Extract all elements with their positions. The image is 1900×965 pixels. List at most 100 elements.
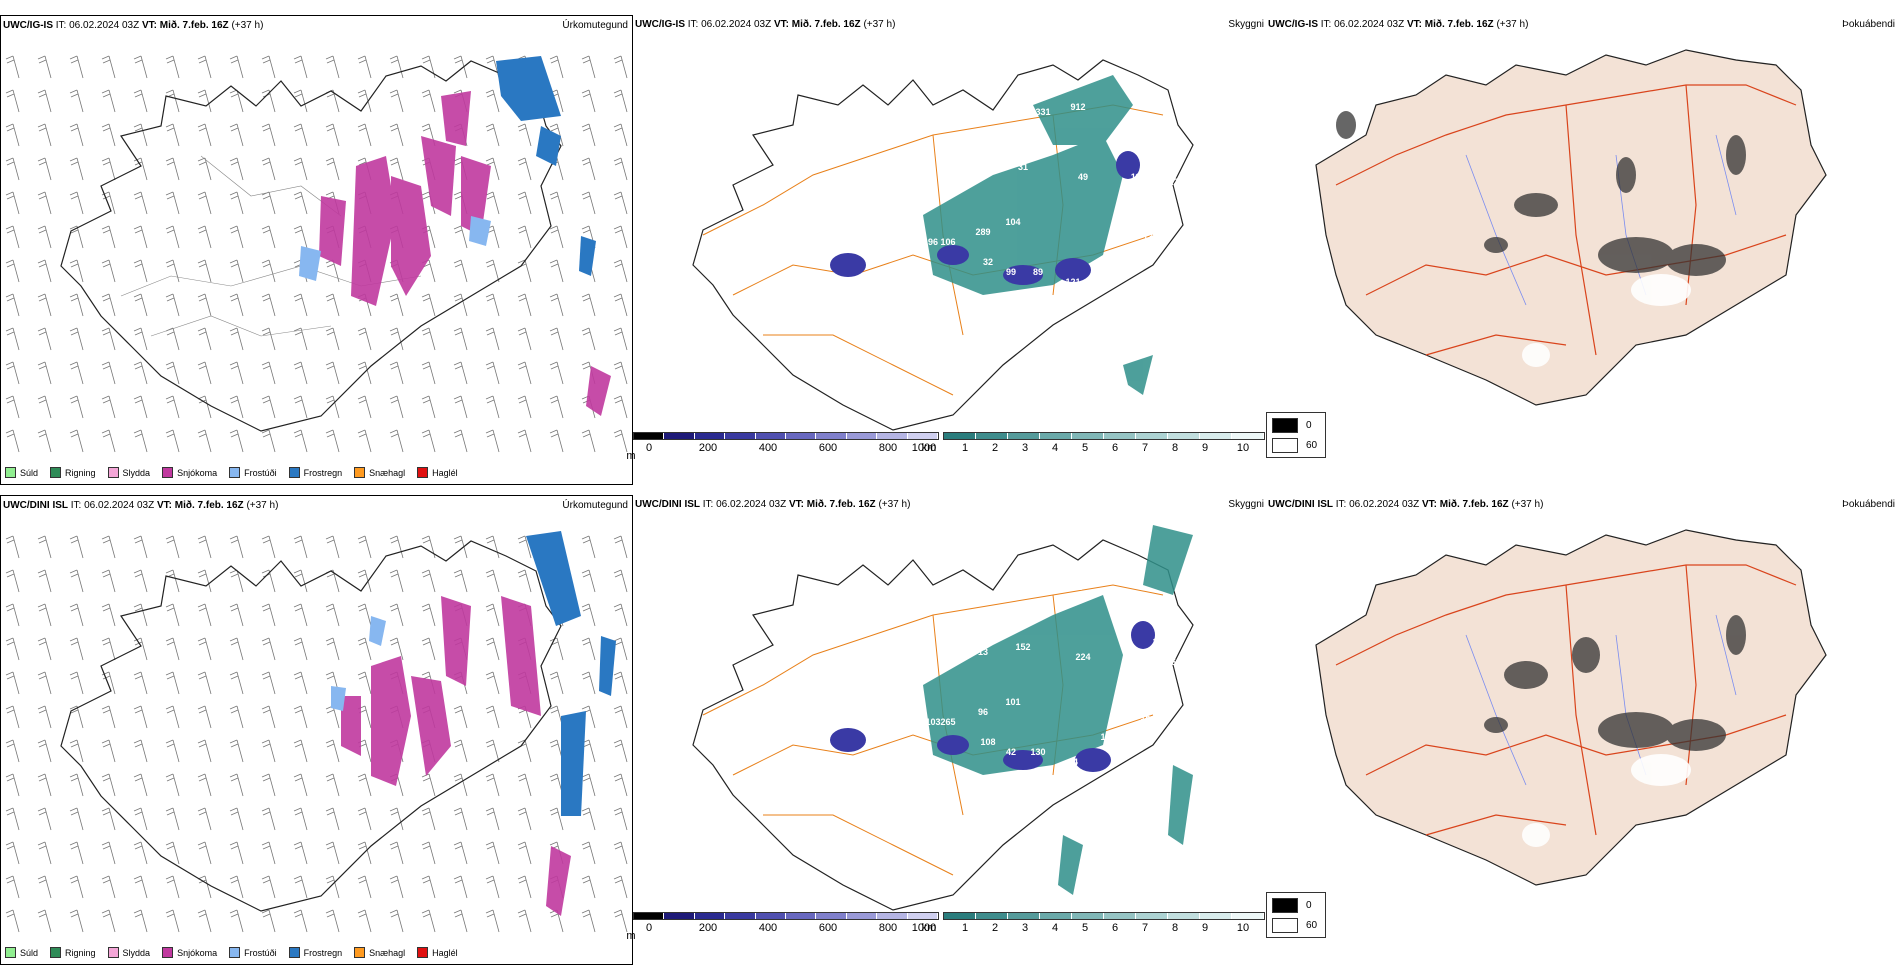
wind-barb: [5, 157, 20, 181]
wind-barb: [197, 705, 212, 729]
wind-barb: [421, 875, 436, 899]
wind-barb: [517, 569, 532, 593]
wind-barb: [293, 123, 308, 147]
ceiling-value-label: 113: [1131, 172, 1146, 182]
wind-barb: [549, 259, 564, 283]
wind-barb: [293, 535, 308, 559]
wind-barb: [357, 637, 372, 661]
wind-barb: [613, 89, 628, 113]
colorbar-unit: m: [626, 450, 636, 462]
colorbar-tick: 800: [878, 922, 898, 934]
wind-barb: [613, 259, 628, 283]
ceiling-value-label: 166: [1152, 157, 1167, 167]
wind-barb: [5, 535, 20, 559]
wind-barb: [101, 671, 116, 695]
wind-barb: [133, 535, 148, 559]
wind-barb: [165, 603, 180, 627]
ceiling-value-label: 152: [1015, 642, 1030, 652]
wind-barb: [517, 123, 532, 147]
wind-barb: [357, 909, 372, 933]
wind-barb: [101, 705, 116, 729]
wind-barb: [69, 909, 84, 933]
wind-barb: [101, 841, 116, 865]
wind-barb: [517, 157, 532, 181]
wind-barb: [69, 191, 84, 215]
wind-barb: [421, 841, 436, 865]
wind-barb: [37, 225, 52, 249]
cloud-panel-row1: UWC/IG-IS IT: 06.02.2024 03Z VT: Mið. 7.…: [633, 15, 1266, 485]
wind-barb: [261, 603, 276, 627]
wind-barb: [133, 705, 148, 729]
wind-barb: [485, 841, 500, 865]
wind-barb: [229, 875, 244, 899]
wind-barb: [261, 535, 276, 559]
legend-swatch: [288, 467, 300, 478]
wind-barb: [517, 361, 532, 385]
wind-barb: [37, 569, 52, 593]
wind-barb: [293, 395, 308, 419]
wind-barb: [357, 429, 372, 453]
wind-barb: [229, 55, 244, 79]
wind-barb: [69, 225, 84, 249]
colorbar-tick: 800: [878, 442, 898, 454]
ceiling-value-label: 331: [1035, 107, 1050, 117]
legend-item: Rigning: [50, 947, 96, 958]
wind-barb: [517, 909, 532, 933]
wind-barb: [453, 429, 468, 453]
ceiling-colorbar: m 0 200 400 600 800 1000: [626, 912, 939, 942]
ceiling-value-label: 84: [1068, 757, 1078, 767]
colorbar-tick: 5: [1081, 922, 1089, 934]
wind-barb: [37, 327, 52, 351]
panel-header: UWC/IG-IS IT: 06.02.2024 03Z VT: Mið. 7.…: [635, 19, 896, 30]
wind-barb: [453, 225, 468, 249]
wind-barb: [5, 429, 20, 453]
legend-item: Slydda: [107, 467, 150, 478]
wind-barb: [69, 293, 84, 317]
wind-barb: [325, 293, 340, 317]
wind-barb: [453, 259, 468, 283]
ceiling-value-label: 96: [978, 707, 988, 717]
wind-barb: [165, 123, 180, 147]
wind-barb: [5, 89, 20, 113]
wind-barb: [485, 293, 500, 317]
wind-barb: [453, 569, 468, 593]
colorbar-tick: 7: [1141, 922, 1149, 934]
wind-barb: [485, 429, 500, 453]
wind-barb: [229, 123, 244, 147]
wind-barb: [517, 841, 532, 865]
wind-barb: [69, 875, 84, 899]
wind-barb: [549, 637, 564, 661]
wind-barb: [133, 429, 148, 453]
wind-barb: [197, 569, 212, 593]
wind-barb: [421, 773, 436, 797]
wind-barb: [37, 123, 52, 147]
wind-barb: [517, 327, 532, 351]
wind-barb: [101, 55, 116, 79]
colorbar-tick: 6: [1111, 922, 1119, 934]
wind-barb: [613, 55, 628, 79]
wind-barb: [485, 395, 500, 419]
ceiling-value-label: 108: [980, 737, 995, 747]
wind-barb: [197, 671, 212, 695]
ceiling-value-label: 96: [928, 237, 938, 247]
legend-item: Súld: [5, 947, 38, 958]
wind-barb: [5, 123, 20, 147]
colorbar-tick: 6: [1111, 442, 1119, 454]
wind-barb: [453, 361, 468, 385]
wind-barb: [293, 773, 308, 797]
wind-barb: [293, 429, 308, 453]
legend-item: Frostúði: [229, 467, 277, 478]
wind-barb: [581, 123, 596, 147]
colorbar-tick: 200: [698, 922, 718, 934]
wind-barb: [389, 569, 404, 593]
wind-barb: [5, 875, 20, 899]
ceiling-value-label: 22: [1148, 667, 1158, 677]
ceiling-value-label: 42: [1006, 747, 1016, 757]
wind-barb: [581, 89, 596, 113]
wind-barb: [485, 361, 500, 385]
wind-barb: [357, 395, 372, 419]
wind-barb: [293, 225, 308, 249]
ceiling-value-label: 53: [1133, 202, 1143, 212]
wind-barb: [37, 739, 52, 763]
